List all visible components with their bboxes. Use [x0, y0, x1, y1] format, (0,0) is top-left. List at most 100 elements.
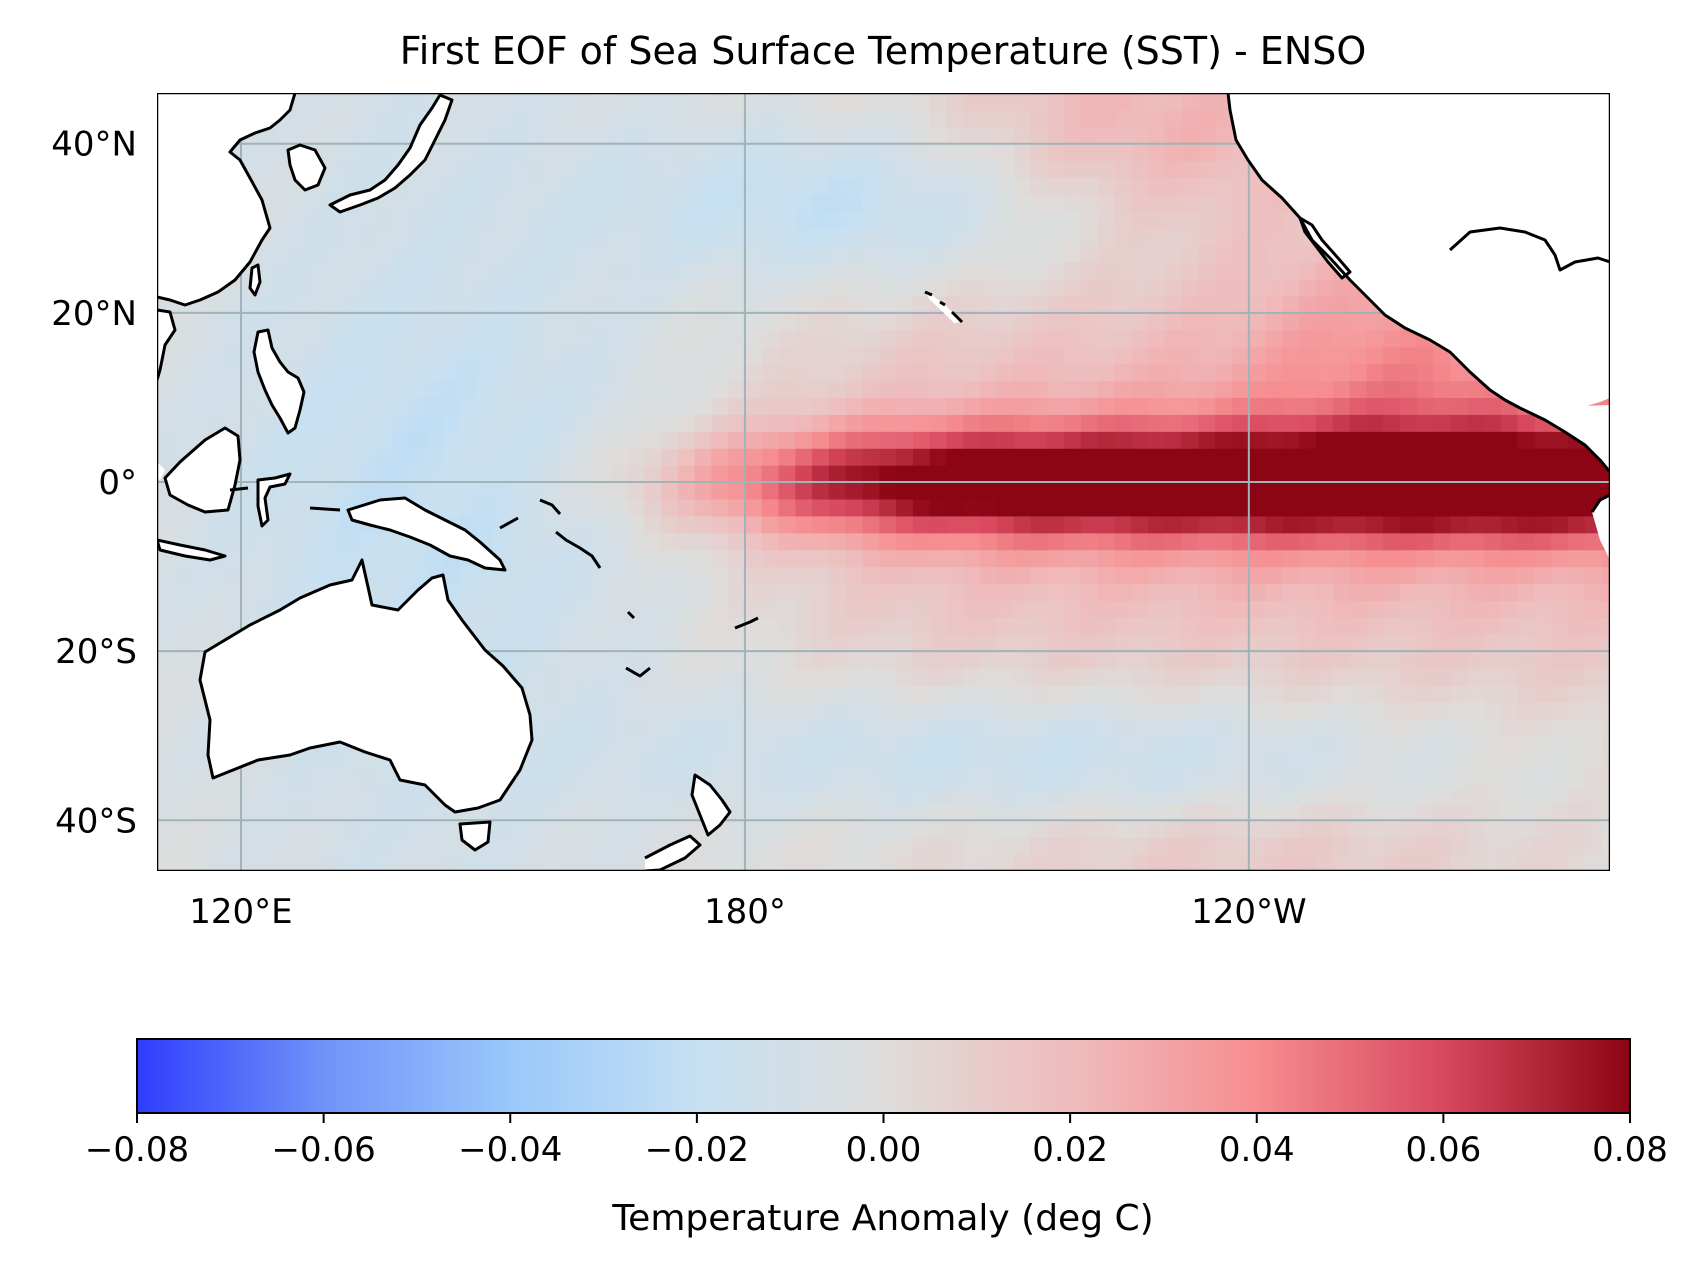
sst-cell	[980, 803, 998, 821]
sst-cell	[980, 295, 998, 314]
sst-cell	[1416, 414, 1435, 432]
sst-cell	[1282, 566, 1300, 585]
sst-cell	[963, 228, 981, 246]
sst-cell	[996, 143, 1015, 162]
sst-cell	[1265, 735, 1284, 754]
sst-cell	[1568, 854, 1586, 871]
sst-cell	[157, 498, 175, 517]
sst-cell	[576, 245, 595, 263]
sst-cell	[1047, 93, 1065, 111]
sst-cell	[1584, 752, 1603, 771]
sst-cell	[1013, 211, 1032, 229]
sst-cell	[1534, 786, 1552, 804]
sst-cell	[576, 769, 595, 788]
sst-cell	[1316, 279, 1334, 297]
sst-cell	[644, 769, 662, 788]
sst-cell	[324, 397, 343, 415]
sst-cell	[845, 854, 864, 871]
sst-cell	[711, 583, 729, 601]
sst-cell	[1080, 363, 1099, 382]
sst-cell	[980, 194, 998, 212]
sst-cell	[946, 482, 964, 500]
sst-cell	[358, 211, 376, 229]
sst-cell	[291, 245, 309, 263]
sst-cell	[1400, 431, 1418, 449]
sst-cell	[1467, 431, 1485, 449]
sst-cell	[1131, 295, 1149, 314]
sst-cell	[996, 515, 1015, 534]
sst-cell	[324, 465, 343, 483]
sst-cell	[543, 786, 561, 804]
sst-cell	[1181, 854, 1200, 871]
sst-cell	[1383, 684, 1401, 703]
sst-cell	[694, 160, 712, 179]
sst-cell	[644, 279, 662, 297]
sst-cell	[341, 414, 360, 432]
sst-cell	[1131, 245, 1149, 263]
sst-cell	[560, 718, 578, 737]
sst-cell	[1164, 228, 1183, 246]
sst-cell	[1198, 329, 1216, 348]
sst-cell	[408, 786, 427, 804]
sst-cell	[1568, 735, 1586, 754]
sst-cell	[912, 803, 931, 821]
sst-cell	[1265, 583, 1284, 601]
sst-cell	[1450, 837, 1468, 855]
sst-cell	[1232, 228, 1250, 246]
sst-cell	[896, 363, 914, 382]
sst-cell	[1047, 194, 1065, 212]
sst-cell	[896, 346, 914, 365]
sst-cell	[845, 482, 864, 500]
sst-cell	[1282, 820, 1300, 838]
sst-cell	[627, 718, 645, 737]
sst-cell	[694, 566, 712, 585]
sst-cell	[996, 160, 1015, 179]
sst-cell	[1030, 194, 1048, 212]
sst-cell	[375, 194, 393, 212]
sst-cell	[879, 837, 897, 855]
sst-cell	[1282, 718, 1300, 737]
sst-cell	[996, 262, 1015, 280]
sst-cell	[996, 634, 1015, 652]
sst-cell	[996, 245, 1015, 263]
sst-cell	[896, 651, 914, 669]
sst-cell	[946, 634, 964, 652]
sst-cell	[1064, 295, 1082, 314]
sst-cell	[1030, 262, 1048, 280]
sst-cell	[1148, 752, 1166, 771]
sst-cell	[812, 837, 830, 855]
sst-cell	[1601, 837, 1610, 855]
sst-cell	[1282, 329, 1300, 348]
sst-cell	[1164, 837, 1183, 855]
sst-cell	[711, 177, 729, 196]
sst-cell	[980, 617, 998, 635]
sst-cell	[358, 279, 376, 297]
sst-cell	[1198, 786, 1216, 804]
sst-cell	[392, 566, 410, 585]
sst-cell	[963, 295, 981, 314]
sst-cell	[1484, 803, 1502, 821]
sst-cell	[980, 312, 998, 331]
sst-cell	[728, 803, 746, 821]
sst-cell	[1164, 566, 1183, 585]
sst-cell	[812, 211, 830, 229]
sst-cell	[660, 668, 679, 686]
sst-cell	[375, 363, 393, 382]
sst-cell	[543, 718, 561, 737]
sst-cell	[1299, 431, 1317, 449]
sst-cell	[1383, 431, 1401, 449]
sst-cell	[157, 837, 175, 855]
sst-cell	[358, 126, 376, 145]
sst-cell	[1584, 583, 1603, 601]
sst-cell	[358, 532, 376, 551]
sst-cell	[1517, 803, 1536, 821]
sst-cell	[526, 532, 544, 551]
sst-cell	[862, 583, 880, 601]
sst-cell	[1265, 701, 1284, 720]
sst-cell	[1064, 532, 1082, 551]
sst-cell	[744, 651, 763, 669]
sst-cell	[375, 109, 393, 128]
sst-cell	[257, 414, 276, 432]
sst-cell	[845, 177, 864, 196]
sst-cell	[476, 93, 494, 111]
